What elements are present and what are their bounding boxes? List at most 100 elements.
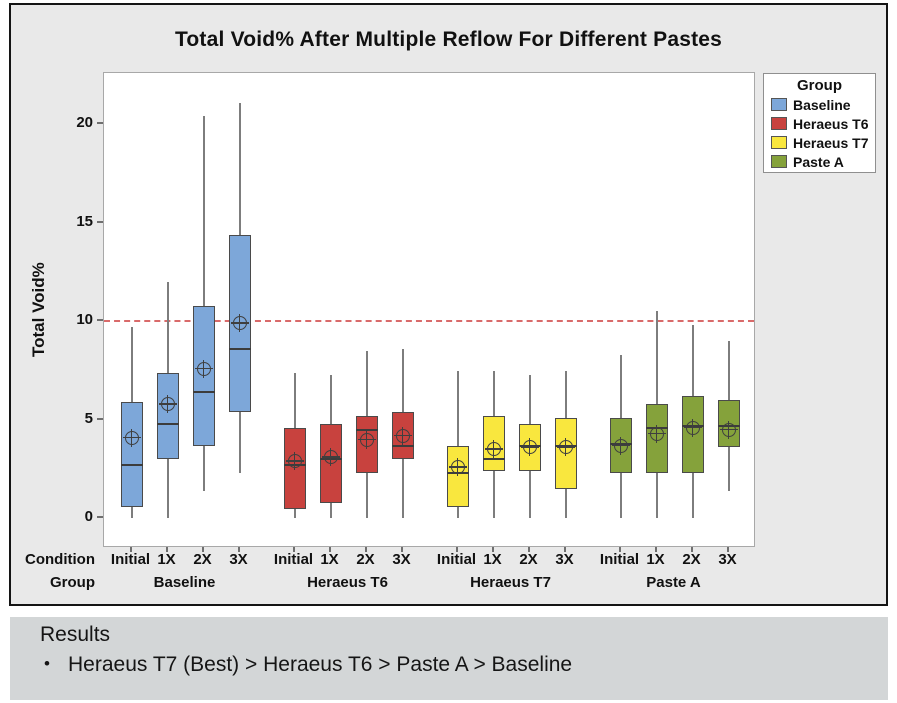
results-heading: Results (40, 623, 111, 646)
box-median-line (120, 464, 143, 467)
condition-label: Initial (273, 551, 314, 568)
box-rect (156, 372, 179, 460)
legend-entry-label: Heraeus T6 (793, 115, 869, 132)
y-tick-mark (97, 122, 103, 125)
mean-marker-icon (484, 440, 503, 459)
legend-entry-label: Heraeus T7 (793, 134, 869, 151)
x-tick-mark (328, 547, 331, 552)
box-median-line (228, 347, 251, 350)
x-tick-mark (726, 547, 729, 552)
box-whisker (456, 370, 459, 519)
x-tick-mark (618, 547, 621, 552)
x-tick-mark (165, 547, 168, 552)
box-median-line (482, 458, 505, 461)
mean-marker-icon (719, 420, 738, 439)
group-row-label: Group (50, 574, 95, 591)
box-median-line (156, 422, 179, 425)
condition-label: 2X (193, 551, 212, 568)
plot-area (103, 72, 755, 547)
condition-label: 3X (392, 551, 411, 568)
y-tick-mark (97, 417, 103, 420)
mean-marker-icon (285, 452, 304, 471)
condition-label: 3X (555, 551, 574, 568)
mean-marker-icon (611, 436, 630, 455)
legend-entry-label: Paste A (793, 153, 844, 170)
condition-label: 1X (157, 551, 176, 568)
x-tick-mark (400, 547, 403, 552)
group-label: Heraeus T7 (470, 574, 551, 591)
x-tick-mark (654, 547, 657, 552)
condition-label: 3X (229, 551, 248, 568)
bullet-icon: • (44, 654, 50, 673)
mean-marker-icon (556, 438, 575, 457)
x-tick-mark (527, 547, 530, 552)
group-label: Baseline (153, 574, 216, 591)
x-tick-mark (364, 547, 367, 552)
condition-label: 1X (646, 551, 665, 568)
y-tick-label: 10 (76, 311, 93, 329)
box-median-line (391, 444, 414, 447)
condition-label: 1X (483, 551, 502, 568)
mean-marker-icon (393, 426, 412, 445)
box-median-line (355, 428, 378, 431)
group-label: Paste A (646, 574, 701, 591)
mean-marker-icon (122, 428, 141, 447)
legend-swatch (771, 98, 787, 111)
group-label: Heraeus T6 (307, 574, 388, 591)
results-panel: Results • Heraeus T7 (Best) > Heraeus T6 … (10, 617, 888, 700)
y-tick-label: 15 (76, 212, 93, 230)
legend-swatch (771, 155, 787, 168)
y-tick-mark (97, 516, 103, 519)
y-tick-label: 5 (84, 409, 93, 427)
x-tick-mark (690, 547, 693, 552)
x-tick-mark (455, 547, 458, 552)
mean-marker-icon (321, 448, 340, 467)
x-tick-mark (292, 547, 295, 552)
results-bullet-text: Heraeus T7 (Best) > Heraeus T6 > Paste A… (68, 653, 573, 676)
legend-entry: Heraeus T7 (764, 133, 875, 152)
chart-title: Total Void% After Multiple Reflow For Di… (174, 28, 723, 51)
condition-label: 3X (718, 551, 737, 568)
box-median-line (192, 391, 215, 394)
condition-label: 1X (320, 551, 339, 568)
x-tick-mark (129, 547, 132, 552)
x-tick-mark (237, 547, 240, 552)
box-rect (120, 402, 143, 507)
legend-title: Group (797, 77, 842, 94)
legend-entries: Baseline Heraeus T6 Heraeus T7 Paste A (764, 95, 875, 171)
legend-swatch (771, 136, 787, 149)
legend-entry-label: Baseline (793, 96, 851, 113)
box-whisker (202, 116, 205, 491)
x-tick-mark (563, 547, 566, 552)
mean-marker-icon (357, 430, 376, 449)
condition-label: Initial (110, 551, 151, 568)
legend-entry: Heraeus T6 (764, 114, 875, 133)
y-tick-mark (97, 319, 103, 322)
mean-marker-icon (194, 359, 213, 378)
x-tick-mark (201, 547, 204, 552)
condition-label: Initial (436, 551, 477, 568)
reference-line (104, 320, 754, 323)
condition-label: 2X (519, 551, 538, 568)
condition-label: 2X (682, 551, 701, 568)
mean-marker-icon (520, 438, 539, 457)
condition-label: Initial (599, 551, 640, 568)
condition-row-label: Condition (25, 551, 95, 568)
legend-entry: Paste A (764, 152, 875, 171)
mean-marker-icon (647, 424, 666, 443)
mean-marker-icon (448, 458, 467, 477)
y-tick-label: 0 (84, 508, 93, 526)
y-axis-label: Total Void% (29, 262, 48, 357)
legend-entry: Baseline (764, 95, 875, 114)
y-tick-label: 20 (76, 114, 93, 132)
y-tick-mark (97, 220, 103, 223)
results-bullet: • Heraeus T7 (Best) > Heraeus T6 > Paste … (44, 653, 572, 677)
legend-swatch (771, 117, 787, 130)
mean-marker-icon (230, 314, 249, 333)
mean-marker-icon (158, 395, 177, 414)
condition-label: 2X (356, 551, 375, 568)
legend: Group Baseline Heraeus T6 Heraeus T7 Paste … (763, 73, 876, 173)
mean-marker-icon (683, 418, 702, 437)
x-tick-mark (491, 547, 494, 552)
